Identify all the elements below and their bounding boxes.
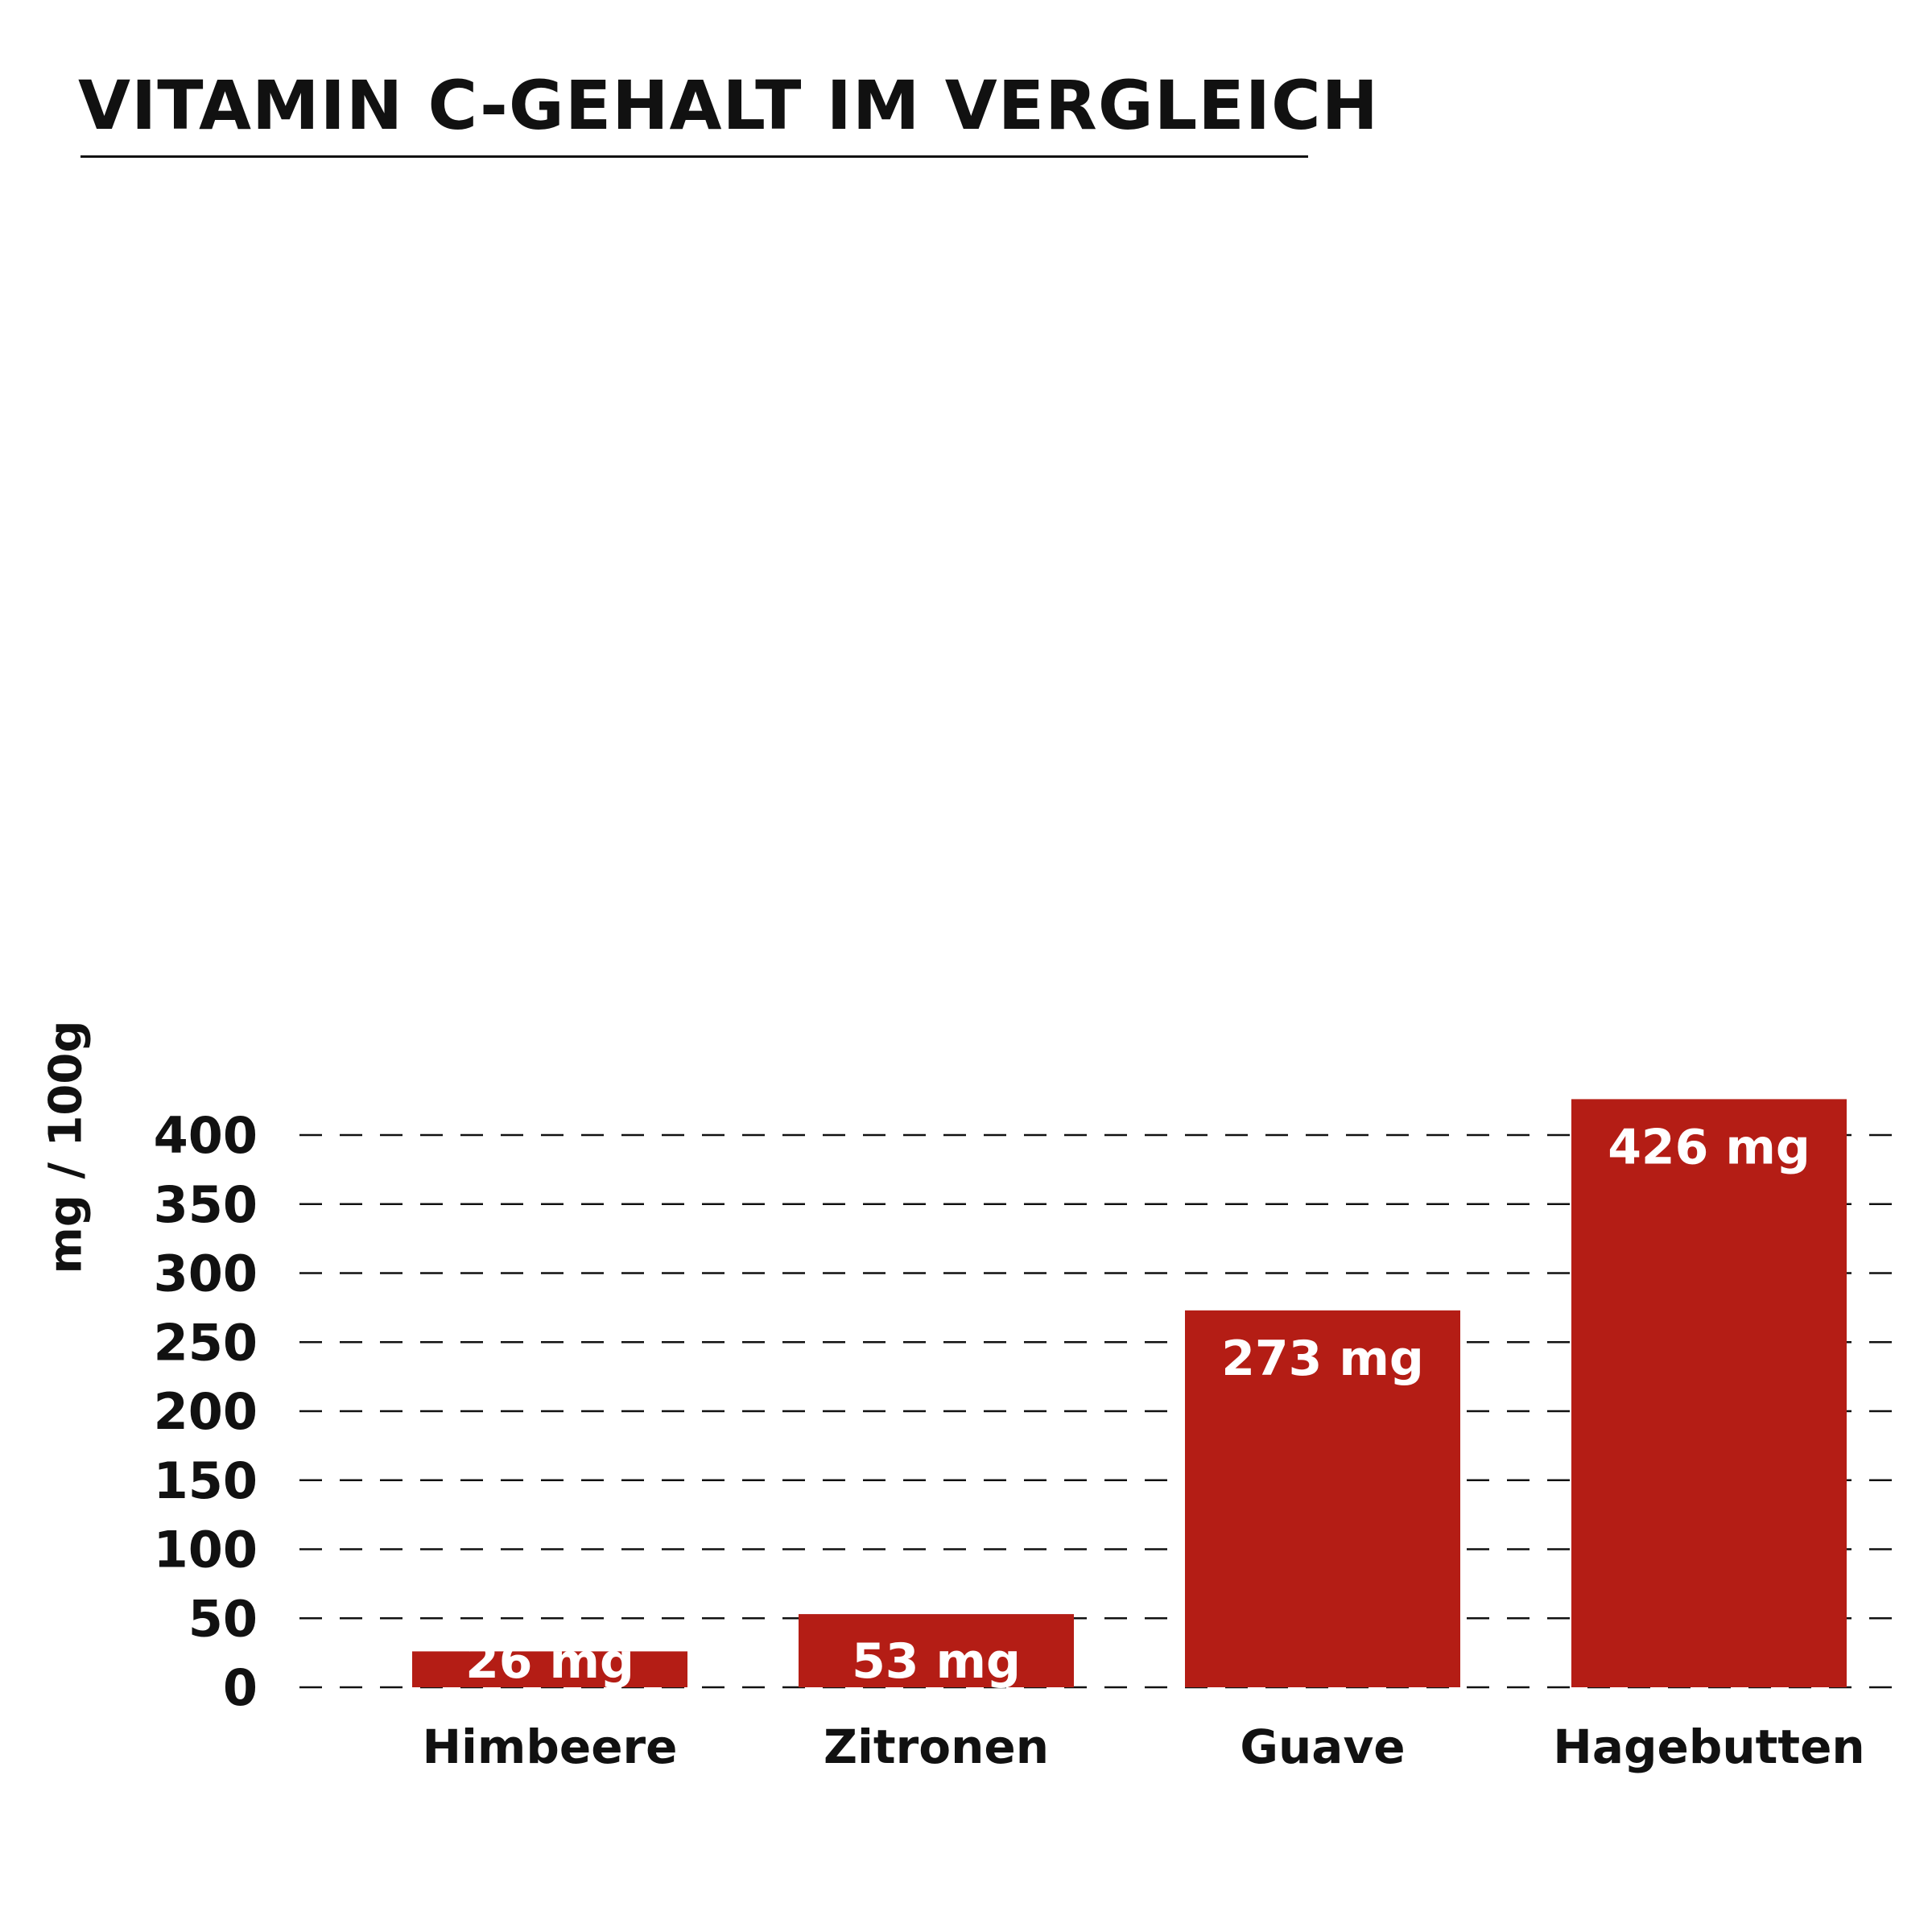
chart-title: VITAMIN C-GEHALT IM VERGLEICH xyxy=(78,66,1379,145)
y-axis-ticks: 0 50 100 150 200 250 300 350 400 xyxy=(154,1106,258,1717)
bar-value-label-himbeere: 26 mg xyxy=(465,1633,634,1690)
bar-value-label-hagebutten: 426 mg xyxy=(1608,1119,1810,1175)
y-tick-label: 350 xyxy=(154,1175,258,1234)
y-tick-label: 400 xyxy=(154,1106,258,1165)
bar-value-label-guave: 273 mg xyxy=(1221,1331,1424,1387)
x-axis-ticks: Himbeere Zitronen Guave Hagebutten xyxy=(423,1719,1865,1774)
y-tick-label: 50 xyxy=(188,1589,258,1648)
x-tick-label-guave: Guave xyxy=(1240,1719,1405,1774)
bar-value-label-zitronen: 53 mg xyxy=(852,1633,1021,1690)
title-underline xyxy=(80,155,1308,158)
y-tick-label: 150 xyxy=(154,1451,258,1510)
y-tick-label: 250 xyxy=(154,1313,258,1372)
bars xyxy=(412,1099,1847,1687)
bar-himbeere xyxy=(412,1651,687,1687)
x-tick-label-himbeere: Himbeere xyxy=(423,1719,678,1774)
bar-value-labels: 26 mg 53 mg 273 mg 426 mg xyxy=(465,1119,1810,1690)
bar-zitronen xyxy=(799,1614,1074,1687)
bar-hagebutten xyxy=(1571,1099,1847,1687)
y-tick-label: 100 xyxy=(154,1521,258,1579)
y-tick-label: 200 xyxy=(154,1382,258,1441)
bar-guave xyxy=(1185,1310,1460,1687)
x-tick-label-hagebutten: Hagebutten xyxy=(1553,1719,1864,1774)
y-tick-label: 0 xyxy=(223,1658,258,1717)
x-tick-label-zitronen: Zitronen xyxy=(824,1719,1049,1774)
y-tick-label: 300 xyxy=(154,1245,258,1303)
